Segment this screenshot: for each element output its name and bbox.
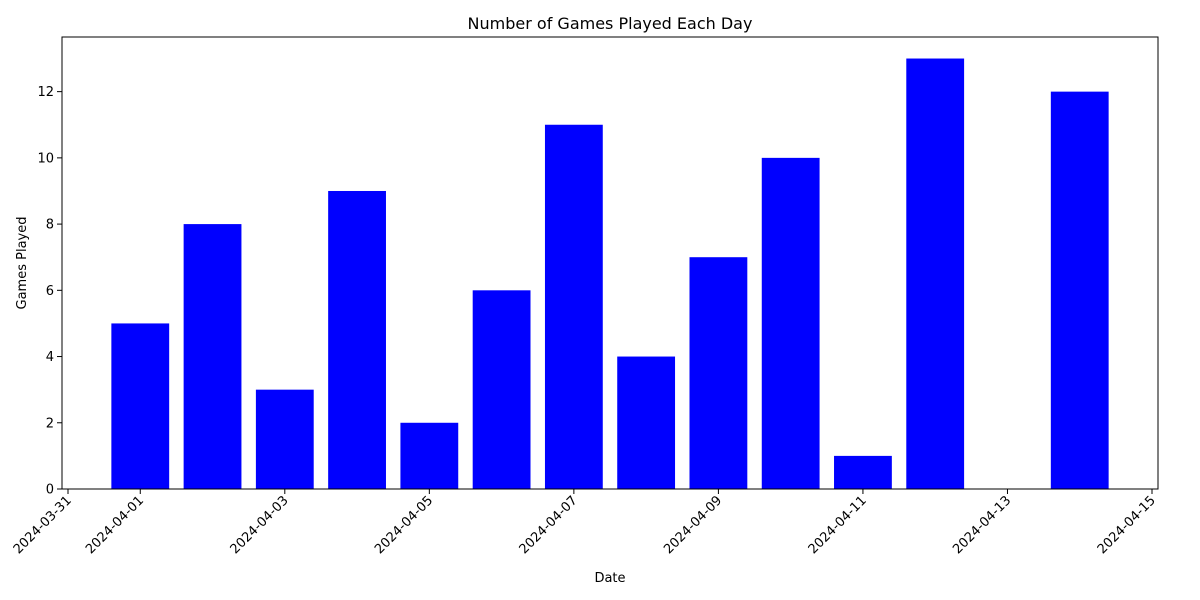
x-tick-label: 2024-04-15	[1095, 493, 1159, 557]
chart-title: Number of Games Played Each Day	[468, 14, 753, 33]
x-axis-ticks: 2024-03-31 2024-04-01 2024-04-03 2024-04-05…	[11, 489, 1159, 557]
y-tick-label: 10	[37, 151, 54, 166]
y-tick-label: 0	[46, 483, 54, 498]
bar-2024-04-05	[400, 422, 459, 489]
x-tick-label: 2024-04-03	[228, 493, 292, 557]
y-tick-label: 6	[46, 284, 54, 299]
x-tick-label: 2024-04-01	[83, 493, 147, 557]
x-axis-label: Date	[594, 571, 625, 586]
bar-2024-04-12	[906, 58, 965, 490]
bar-2024-04-02	[183, 224, 242, 490]
y-axis-label: Games Played	[15, 217, 30, 310]
x-tick-label: 2024-03-31	[11, 493, 75, 557]
x-tick-label: 2024-04-11	[806, 493, 870, 557]
bar-2024-04-14	[1050, 91, 1109, 489]
y-tick-label: 2	[46, 416, 54, 431]
y-tick-label: 4	[46, 350, 54, 365]
x-tick-label: 2024-04-07	[517, 493, 581, 557]
bar-2024-04-10	[761, 157, 820, 489]
bar-2024-04-04	[328, 190, 386, 489]
bar-2024-04-11	[834, 455, 892, 489]
bar-2024-04-01	[111, 323, 170, 489]
bar-2024-04-07	[544, 124, 603, 489]
x-tick-label: 2024-04-13	[950, 493, 1014, 557]
y-axis-ticks: 0 2 4 6 8 10 12	[37, 85, 62, 498]
bars-group	[111, 58, 1109, 490]
bar-2024-04-09	[689, 257, 748, 489]
x-tick-label: 2024-04-09	[661, 493, 725, 557]
bar-2024-04-08	[617, 356, 676, 489]
bar-2024-04-06	[472, 290, 531, 489]
y-tick-label: 8	[46, 218, 54, 233]
x-tick-label: 2024-04-05	[372, 493, 436, 557]
bar-2024-04-03	[255, 389, 314, 489]
y-tick-label: 12	[37, 85, 54, 100]
plot-frame	[61, 36, 1159, 490]
